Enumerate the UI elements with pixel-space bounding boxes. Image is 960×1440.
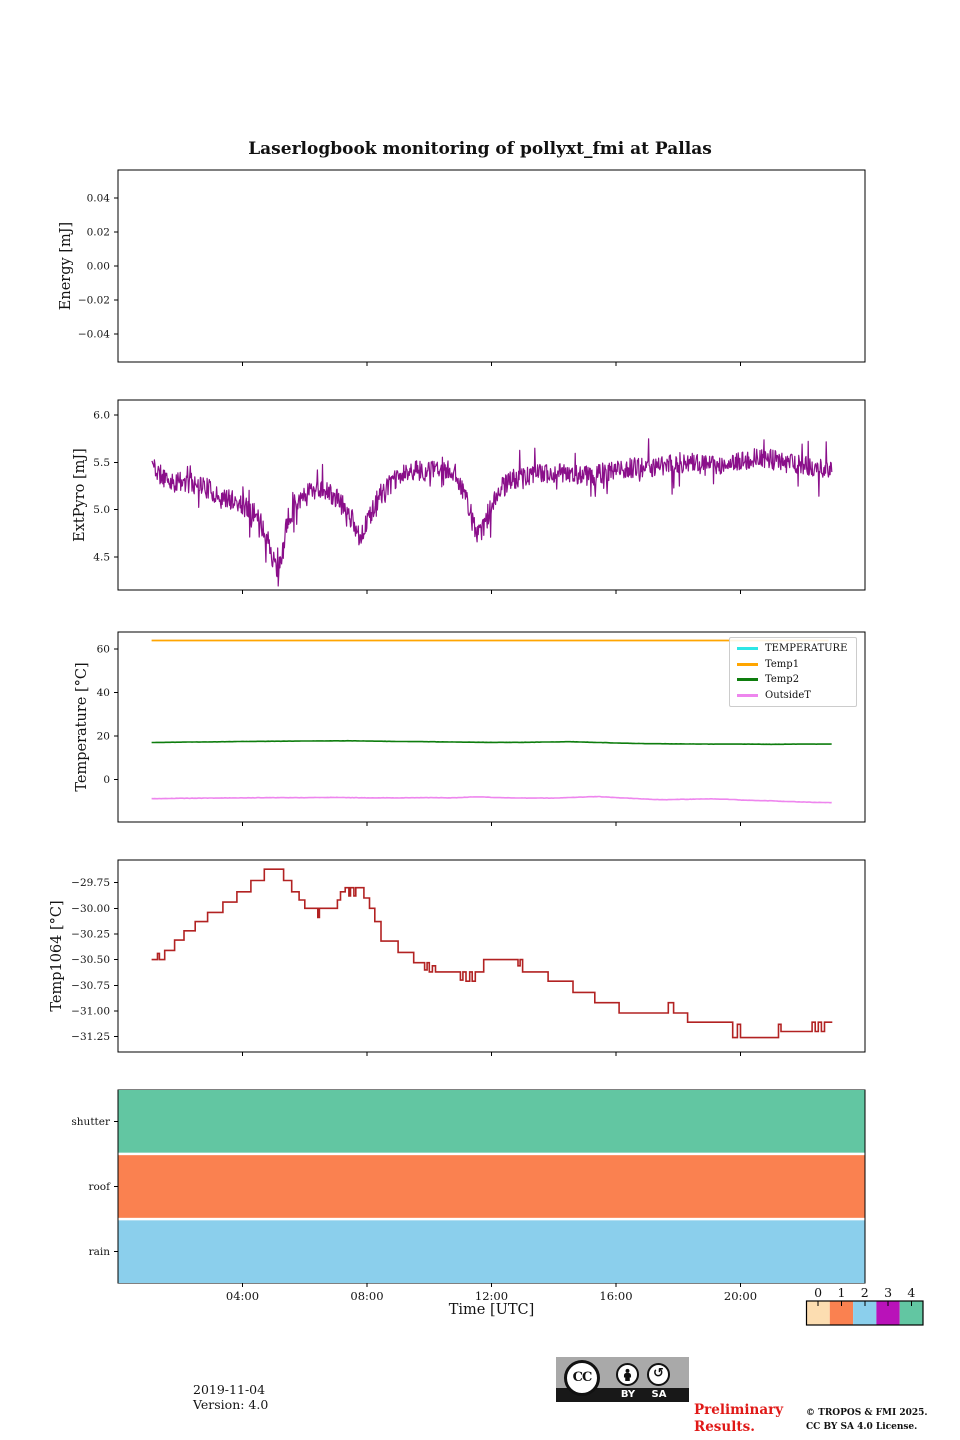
y-tick-label: 5.5 — [93, 457, 110, 469]
legend-label: OutsideT — [765, 689, 811, 701]
badge-sa-label: SA — [651, 1389, 667, 1400]
y-tick-label: −31.00 — [71, 1005, 110, 1017]
status-bar-label: shutter — [71, 1116, 111, 1128]
plot-energy: 0.04 0.02 0.00 −0.02 −0.04 — [78, 169, 866, 366]
x-tick-label: 16:00 — [599, 1289, 632, 1303]
footer-version: Version: 4.0 — [193, 1397, 269, 1412]
legend-item-temp1: Temp1 — [737, 657, 856, 673]
colorbar-border — [805, 1300, 924, 1326]
cc-license-badge: BY SA CC ↺ — [556, 1357, 689, 1402]
footer-date: 2019-11-04 — [193, 1382, 266, 1397]
page-title: Laserlogbook monitoring of pollyxt_fmi a… — [248, 139, 712, 159]
y-tick-label: 6.0 — [93, 410, 110, 422]
legend-label: Temp1 — [765, 658, 800, 670]
temp1064-series-line — [151, 868, 833, 1039]
y-tick-label: 4.5 — [93, 551, 110, 563]
extpyro-series-line — [151, 438, 833, 587]
colorbar-tick-label: 1 — [837, 1285, 845, 1300]
outsidet-series-line — [151, 795, 832, 804]
preliminary-line2: Results. — [694, 1418, 755, 1435]
y-tick-label: −30.75 — [71, 980, 110, 992]
plot-temp1064: −29.75 −30.00 −30.25 −30.50 −30.75 −31.00 −31.… — [71, 859, 866, 1056]
preliminary-line1: Preliminary — [694, 1402, 784, 1418]
legend-item-temperature: TEMPERATURE — [737, 641, 856, 657]
temp2-series-line — [151, 739, 832, 746]
y-tick-label: 20 — [97, 731, 110, 743]
colorbar-cell-0 — [806, 1301, 830, 1325]
colorbar-cell-1 — [829, 1301, 854, 1325]
y-tick-label: −30.25 — [71, 928, 110, 940]
copyright-line2: CC BY SA 4.0 License. — [806, 1422, 918, 1432]
colorbar-cell-2 — [853, 1301, 877, 1325]
copyright-note: © TROPOS & FMI 2025. CC BY SA 4.0 Licens… — [806, 1406, 928, 1434]
sa-arrow-icon: ↺ — [647, 1363, 670, 1386]
colorbar-tick-label: 4 — [907, 1285, 915, 1300]
y-tick-label: −29.75 — [71, 877, 110, 889]
status-bar-label: rain — [89, 1246, 111, 1258]
y-tick-label: −0.04 — [78, 328, 110, 340]
plot-area-energy — [117, 169, 866, 363]
copyright-line1: © TROPOS & FMI 2025. — [806, 1408, 928, 1418]
colorbar-cell-3 — [876, 1301, 900, 1325]
y-tick-label: 0.02 — [87, 227, 110, 239]
status-bar-label: roof — [88, 1181, 111, 1193]
xaxis-label: Time [UTC] — [448, 1302, 535, 1318]
y-tick-label: −31.25 — [71, 1031, 110, 1043]
ylabel-extpyro: ExtPyro [mJ] — [72, 448, 88, 542]
plot-area-temp1064 — [117, 859, 866, 1053]
legend-swatch-temperature — [737, 647, 758, 651]
x-tick-label: 20:00 — [724, 1289, 757, 1303]
legend-swatch-temp1 — [737, 662, 758, 666]
colorbar-cell-4 — [899, 1301, 923, 1325]
legend-label: TEMPERATURE — [765, 643, 848, 655]
status-bar-rain — [118, 1220, 865, 1283]
y-tick-label: 0 — [103, 774, 110, 786]
x-tick-label: 12:00 — [475, 1289, 508, 1303]
status-bar-shutter — [118, 1090, 865, 1153]
colorbar-tick-label: 0 — [814, 1285, 822, 1300]
cc-logo-icon: CC — [564, 1360, 600, 1396]
legend-swatch-outsidet — [737, 693, 758, 697]
ylabel-energy: Energy [mJ] — [58, 221, 74, 311]
temperature-legend: TEMPERATURE Temp1 Temp2 OutsideT — [729, 637, 857, 707]
y-tick-label: −0.02 — [78, 294, 110, 306]
legend-swatch-temp2 — [737, 678, 758, 682]
colorbar-tick-label: 2 — [861, 1285, 869, 1300]
badge-by-label: BY — [620, 1389, 636, 1400]
legend-item-outsidet: OutsideT — [737, 688, 856, 704]
ylabel-temp1064: Temp1064 [°C] — [49, 900, 65, 1012]
ylabel-temperature: Temperature [°C] — [74, 662, 90, 792]
plot-status: 04:00 08:00 12:00 16:00 20:00 shutter roof rain — [71, 1089, 866, 1303]
preliminary-results-note: Preliminary Results. — [694, 1402, 783, 1435]
y-tick-label: −30.50 — [71, 954, 110, 966]
status-bar-roof — [118, 1155, 865, 1218]
x-tick-label: 08:00 — [350, 1289, 383, 1303]
plot-extpyro: 4.5 5.0 5.5 6.0 — [93, 399, 866, 594]
y-tick-label: −30.00 — [71, 903, 110, 915]
legend-label: Temp2 — [765, 674, 800, 686]
y-tick-label: 0.00 — [87, 261, 110, 273]
colorbar-tick-label: 3 — [884, 1285, 892, 1300]
legend-item-temp2: Temp2 — [737, 672, 856, 688]
x-tick-label: 04:00 — [226, 1289, 259, 1303]
y-tick-label: 40 — [97, 687, 110, 699]
footer-date-block: 2019-11-04 Version: 4.0 — [193, 1382, 268, 1412]
plot-temperature: 0 20 40 60 — [97, 631, 866, 826]
y-tick-label: 5.0 — [93, 504, 110, 516]
y-tick-label: 60 — [97, 643, 110, 655]
y-tick-label: 0.04 — [87, 193, 111, 205]
by-person-icon — [616, 1363, 639, 1386]
